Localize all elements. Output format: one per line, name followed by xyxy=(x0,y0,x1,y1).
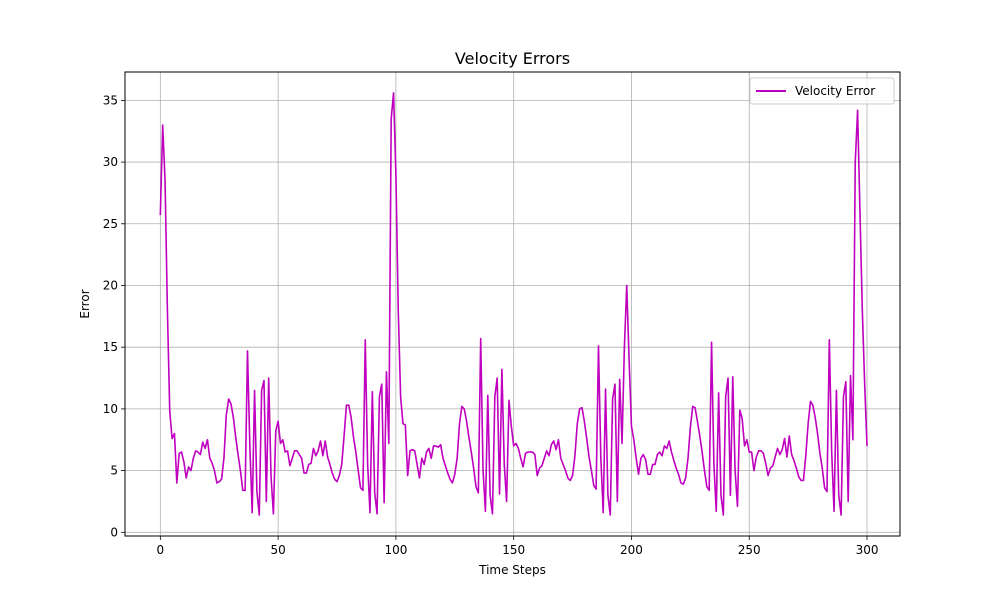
y-tick-label: 0 xyxy=(110,525,118,539)
axis-ticks: 0 50 100 150 200 250 300 0 5 10 15 20 25 30 35 xyxy=(103,93,879,557)
chart-title: Velocity Errors xyxy=(455,49,570,68)
legend: Velocity Error xyxy=(749,77,895,105)
x-tick-label: 150 xyxy=(502,543,525,557)
legend-label-velocity-error: Velocity Error xyxy=(795,84,875,98)
x-tick-label: 50 xyxy=(270,543,285,557)
x-tick-label: 300 xyxy=(856,543,879,557)
series-line-velocity-error xyxy=(159,92,868,516)
legend-box xyxy=(749,77,895,105)
y-tick-label: 15 xyxy=(103,340,118,354)
x-tick-label: 200 xyxy=(620,543,643,557)
x-tick-label: 250 xyxy=(738,543,761,557)
series-layer xyxy=(159,92,868,516)
y-tick-label: 35 xyxy=(103,93,118,107)
y-tick-label: 20 xyxy=(103,278,118,292)
x-axis-label: Time Steps xyxy=(478,563,546,577)
y-tick-label: 10 xyxy=(103,402,118,416)
grid-lines xyxy=(125,72,900,536)
x-tick-label: 100 xyxy=(384,543,407,557)
x-tick-label: 0 xyxy=(157,543,165,557)
y-tick-label: 25 xyxy=(103,217,118,231)
y-axis-label: Error xyxy=(78,289,92,318)
y-tick-label: 30 xyxy=(103,155,118,169)
y-tick-label: 5 xyxy=(110,464,118,478)
plot-area-frame xyxy=(124,71,901,537)
